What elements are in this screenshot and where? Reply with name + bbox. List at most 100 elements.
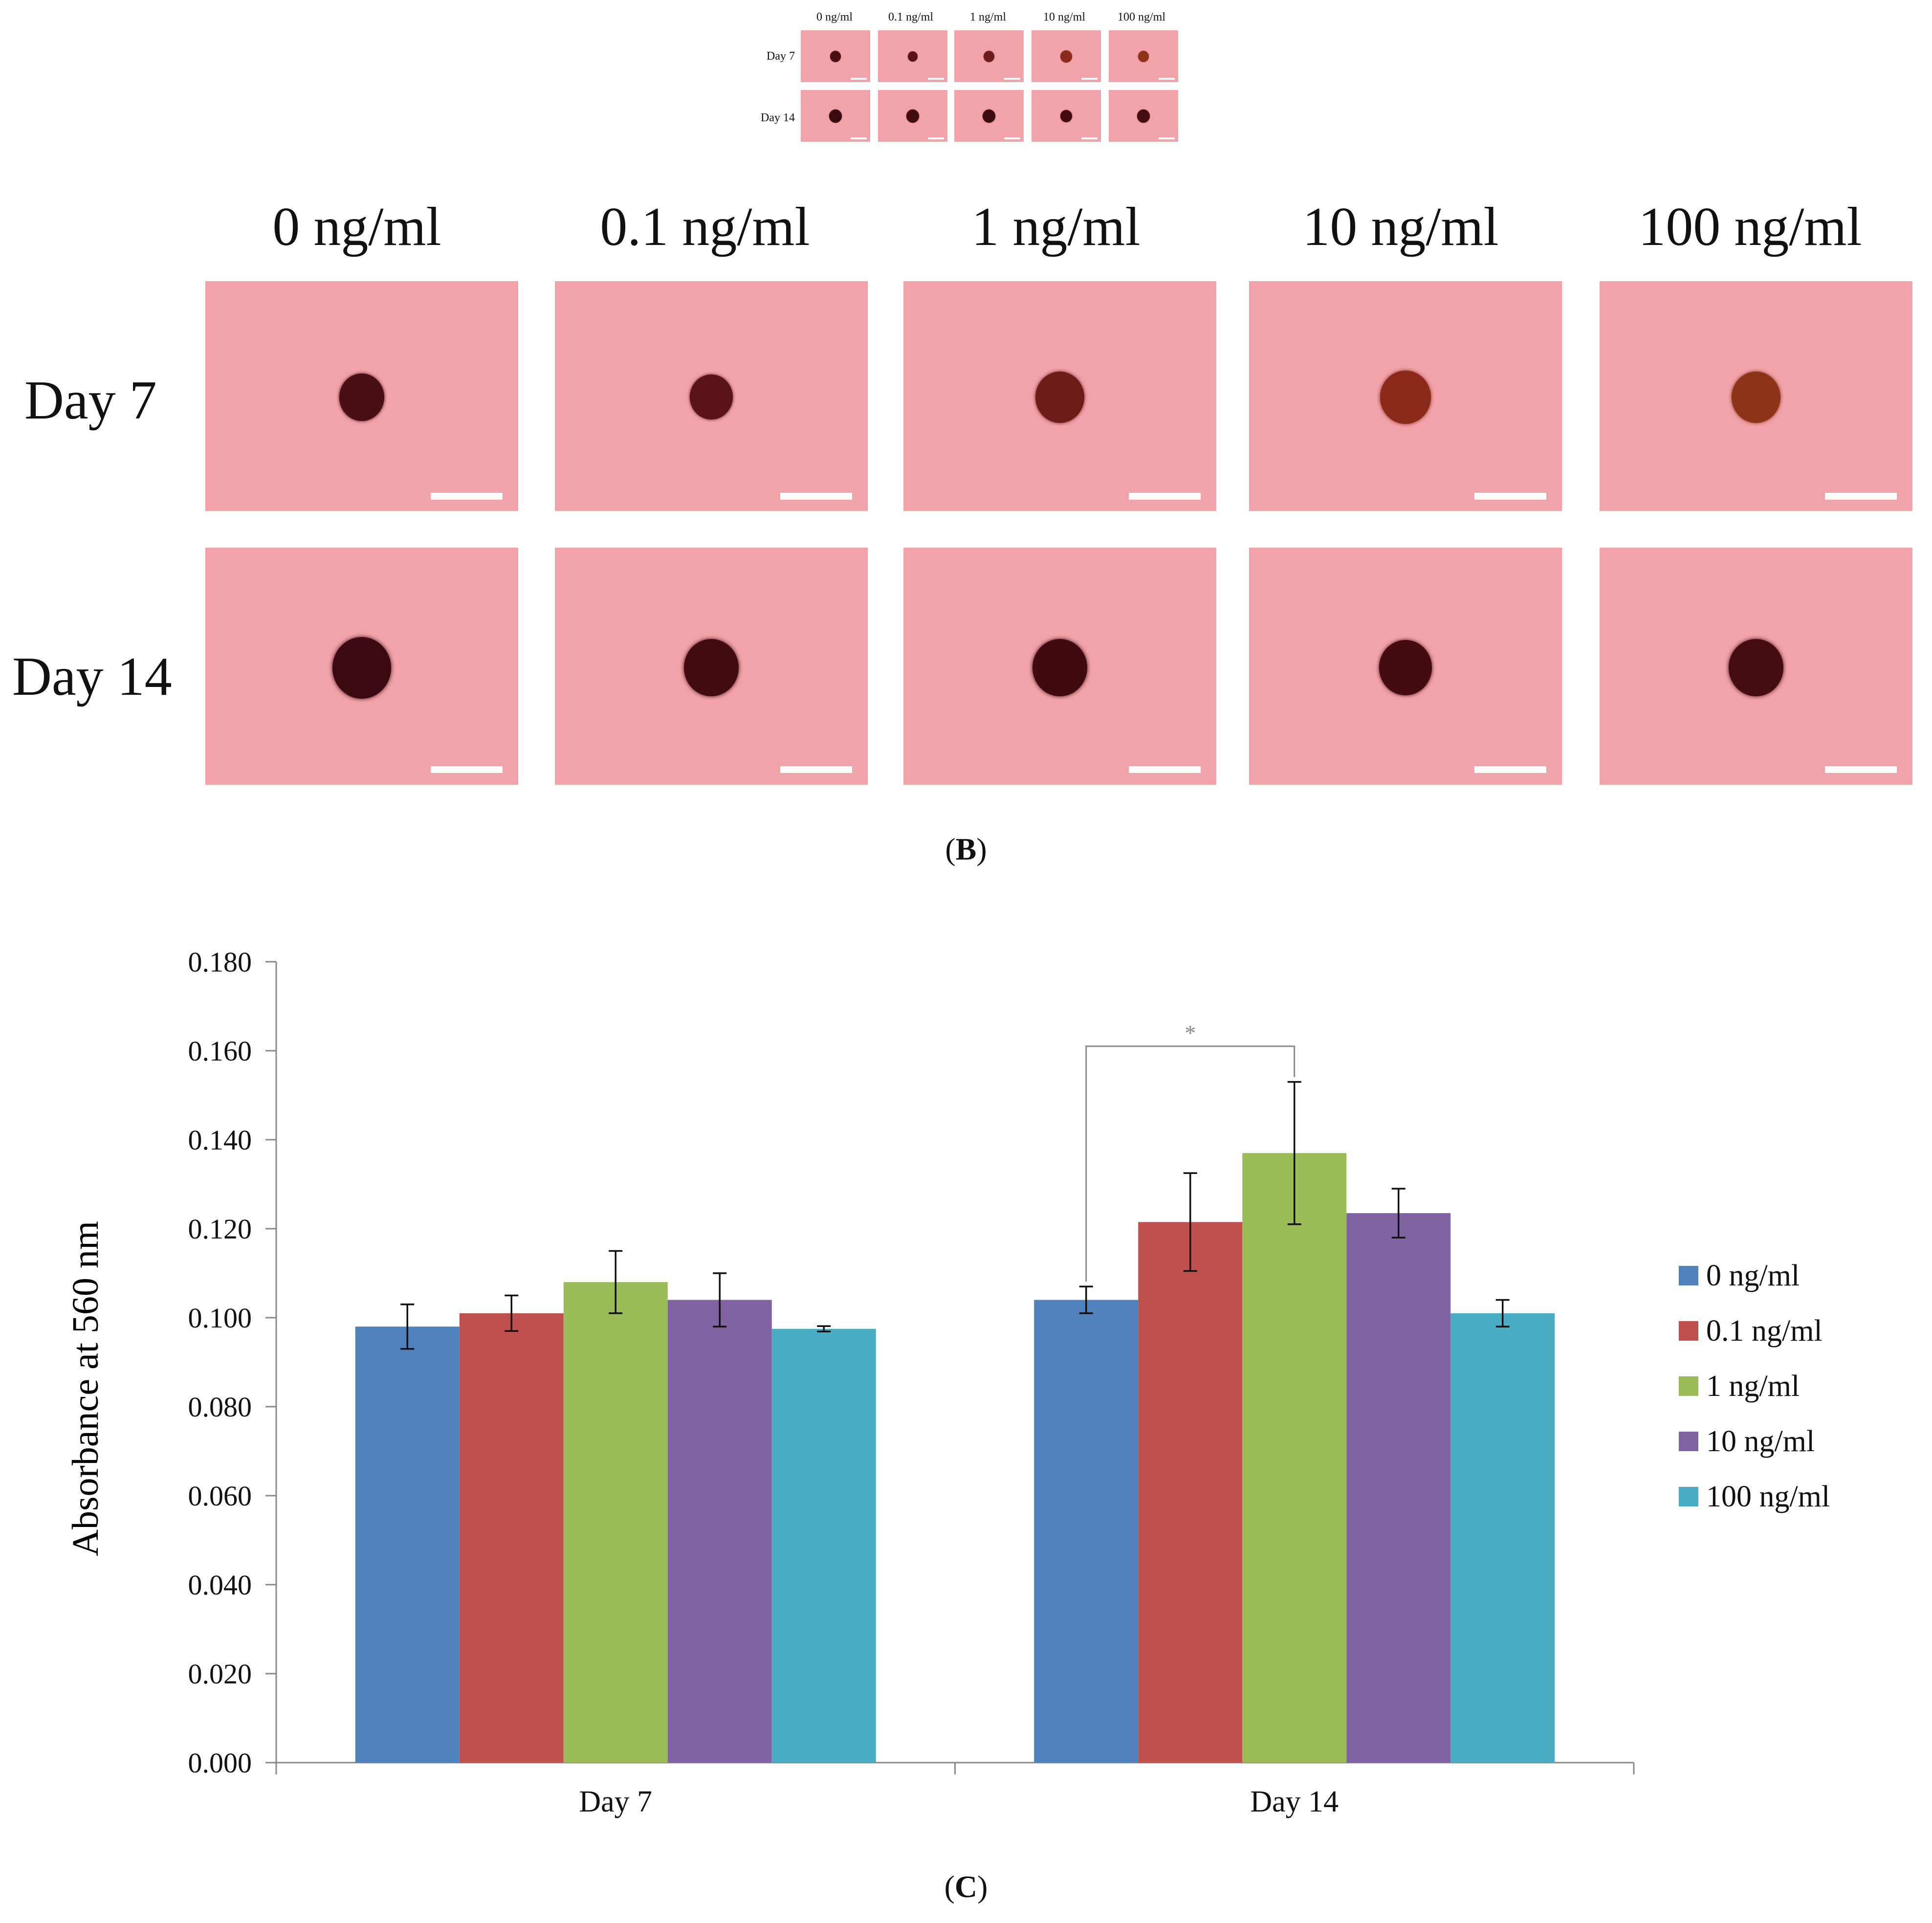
spheroid xyxy=(1138,51,1149,63)
spheroid xyxy=(829,110,842,123)
error-bar xyxy=(1495,1299,1510,1327)
spheroid xyxy=(1032,639,1087,697)
y-tick-label: 0.140 xyxy=(188,1124,252,1156)
micrograph-day7 xyxy=(1600,281,1912,511)
column-label-0: 0 ng/ml xyxy=(272,197,441,257)
scale-bar xyxy=(1159,77,1175,80)
micrograph-day7 xyxy=(205,281,518,511)
error-bar xyxy=(505,1294,519,1332)
thumb-col-label: 0.1 ng/ml xyxy=(888,11,933,23)
micrograph-day7 xyxy=(555,281,868,511)
y-tick-label: 0.080 xyxy=(188,1391,252,1423)
scale-bar xyxy=(430,766,503,773)
y-tick-label: 0.180 xyxy=(188,946,252,978)
row-label-day14: Day 14 xyxy=(12,646,172,707)
legend-swatch xyxy=(1679,1266,1698,1285)
spheroid xyxy=(684,639,739,697)
y-axis-label: Absorbance at 560 nm xyxy=(65,1221,106,1556)
spheroid xyxy=(1035,372,1084,423)
micrograph-day7 xyxy=(903,281,1216,511)
spheroid xyxy=(1060,50,1072,63)
thumb-micrograph-day14 xyxy=(801,90,870,142)
thumb-micrograph-day14 xyxy=(1032,90,1101,142)
spheroid xyxy=(1060,110,1072,123)
scale-bar xyxy=(1474,492,1546,500)
bar xyxy=(355,1326,460,1763)
micrograph-day14 xyxy=(1249,548,1562,785)
bar xyxy=(1346,1213,1451,1763)
axes: 0.000 0.020 0.040 0.060 0.080 0.100 0.120 0.140… xyxy=(188,946,1635,1818)
scale-bar xyxy=(1081,137,1098,139)
error-bar xyxy=(1391,1188,1405,1238)
bar xyxy=(667,1300,772,1763)
scale-bar xyxy=(780,766,852,773)
thumb-row-label: Day 14 xyxy=(761,111,795,124)
bar xyxy=(1138,1222,1243,1763)
spheroid xyxy=(1732,372,1780,423)
spheroid xyxy=(1380,371,1431,424)
error-bar xyxy=(713,1272,727,1327)
significance-star: * xyxy=(1185,1020,1196,1045)
micrograph-day14 xyxy=(555,548,868,785)
row-label-day7: Day 7 xyxy=(24,370,157,431)
thumb-micrograph-day14 xyxy=(954,90,1024,142)
spheroid xyxy=(1137,110,1150,123)
thumb-micrograph-day7 xyxy=(1032,30,1101,82)
bar xyxy=(1034,1300,1139,1763)
scale-bar xyxy=(1004,137,1020,139)
thumb-micrograph-day7 xyxy=(1109,30,1178,82)
thumb-col-label: 0 ng/ml xyxy=(816,11,853,23)
micrograph-day14 xyxy=(1600,548,1912,785)
y-tick-label: 0.000 xyxy=(188,1747,252,1779)
thumb-col-label: 100 ng/ml xyxy=(1117,11,1165,23)
spheroid xyxy=(339,374,384,421)
y-tick-label: 0.040 xyxy=(188,1569,252,1601)
legend-entry: 10 ng/ml xyxy=(1706,1425,1815,1458)
caption-b: (B) xyxy=(945,832,987,866)
thumb-micrograph-day7 xyxy=(878,30,947,82)
legend: 0 ng/ml 0.1 ng/ml 1 ng/ml 10 ng/ml 100 ng/ml xyxy=(1679,1259,1830,1513)
scale-bar xyxy=(1128,766,1201,773)
spheroid xyxy=(690,375,733,420)
error-bar xyxy=(817,1325,831,1332)
thumb-micrograph-day14 xyxy=(878,90,947,142)
scale-bar xyxy=(928,137,944,139)
y-tick-label: 0.100 xyxy=(188,1302,252,1334)
thumb-row-label: Day 7 xyxy=(767,50,795,63)
legend-entry: 1 ng/ml xyxy=(1706,1370,1800,1403)
legend-swatch xyxy=(1679,1321,1698,1341)
y-tick-label: 0.060 xyxy=(188,1480,252,1512)
column-label-3: 10 ng/ml xyxy=(1302,197,1499,257)
scale-bar xyxy=(851,77,867,80)
spheroid xyxy=(1729,639,1783,697)
error-bar xyxy=(1287,1081,1301,1225)
thumb-micrograph-day14 xyxy=(1109,90,1178,142)
spheroid xyxy=(983,110,995,123)
scale-bar xyxy=(928,77,944,80)
error-bar xyxy=(609,1250,623,1314)
x-tick-label: Day 7 xyxy=(579,1785,652,1818)
error-bar xyxy=(400,1303,415,1350)
spheroid xyxy=(908,51,918,62)
legend-entry: 100 ng/ml xyxy=(1706,1480,1830,1513)
bar xyxy=(563,1282,668,1763)
spheroid xyxy=(906,110,919,123)
error-bar xyxy=(1183,1172,1197,1272)
scale-bar xyxy=(1474,766,1546,773)
column-label-2: 1 ng/ml xyxy=(971,197,1141,257)
spheroid xyxy=(332,637,391,699)
spheroid xyxy=(984,51,994,63)
thumb-micrograph-day7 xyxy=(954,30,1024,82)
legend-entry: 0 ng/ml xyxy=(1706,1259,1800,1292)
y-tick-label: 0.120 xyxy=(188,1213,252,1245)
scale-bar xyxy=(1081,77,1098,80)
column-label-4: 100 ng/ml xyxy=(1638,197,1862,257)
scale-bar xyxy=(1824,766,1897,773)
legend-swatch xyxy=(1679,1376,1698,1396)
significance-bracket xyxy=(1085,1045,1295,1282)
scale-bar xyxy=(1159,137,1175,139)
bar xyxy=(459,1313,564,1763)
bar-chart: Absorbance at 560 nm 0.000 0.020 0.040 0.06… xyxy=(65,946,1830,1818)
bars: * xyxy=(355,1020,1555,1763)
scale-bar xyxy=(1824,492,1897,500)
